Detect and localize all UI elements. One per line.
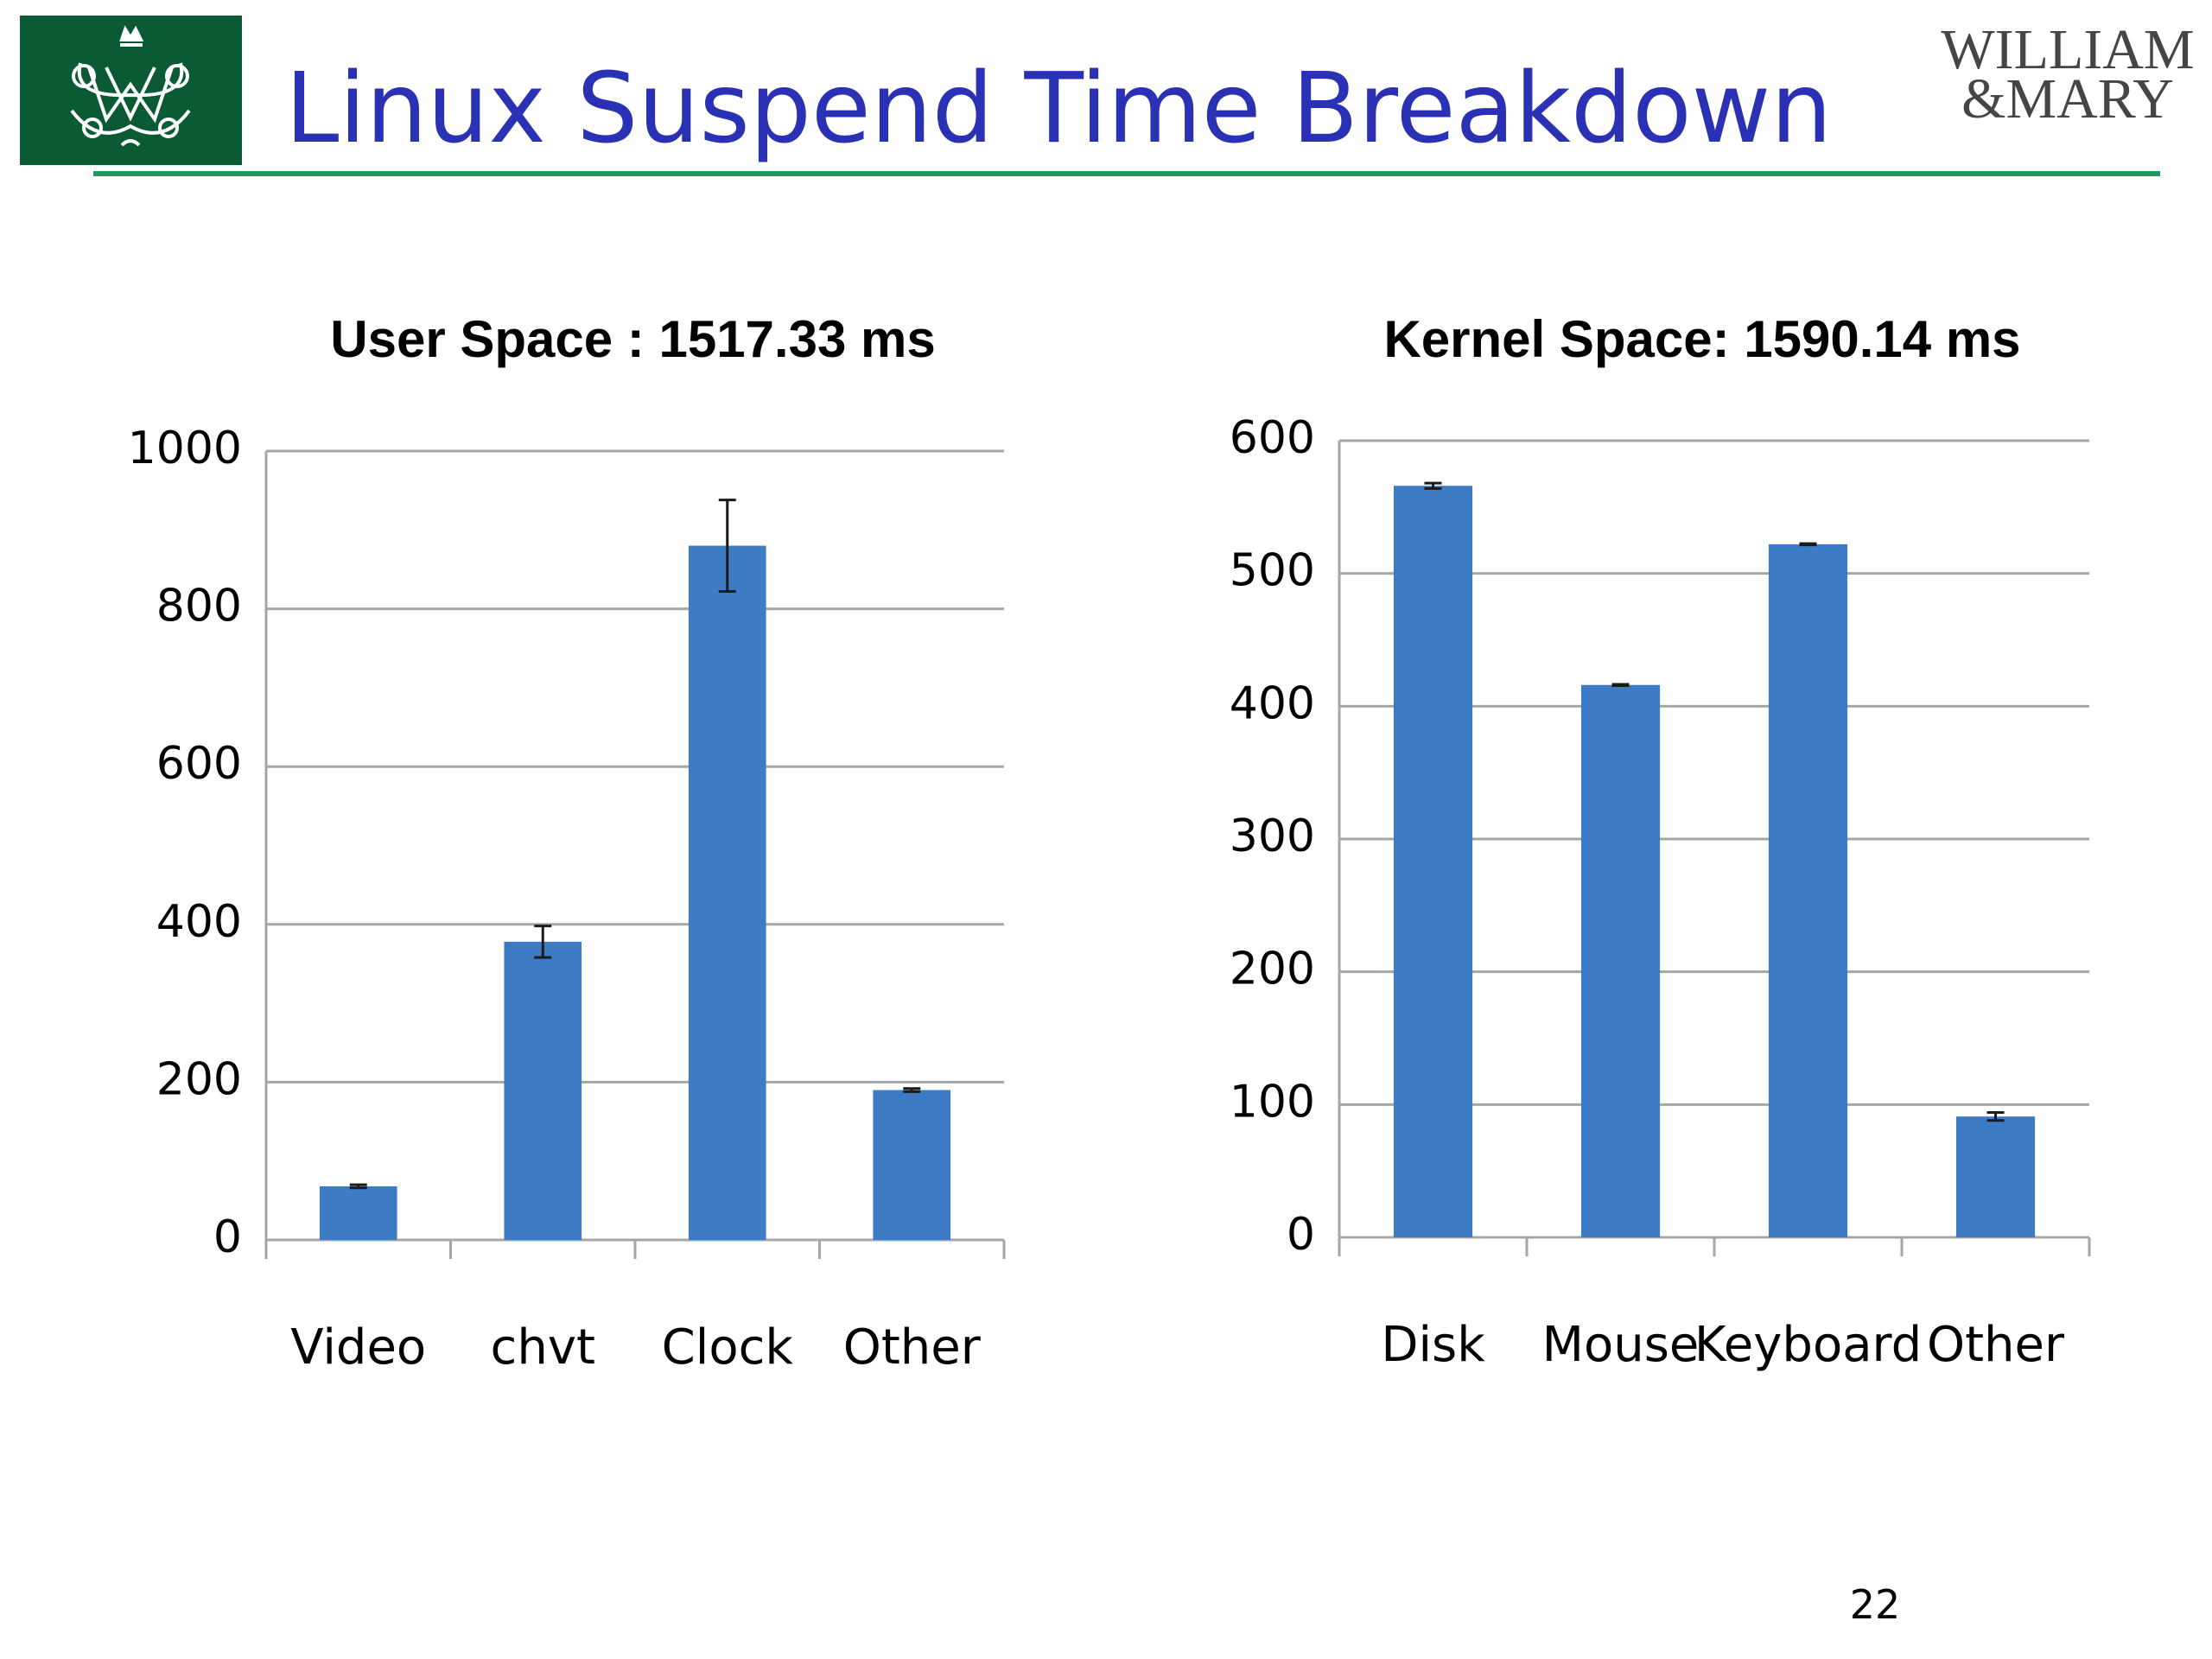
kernel-chart-y-tick-label: 200	[1230, 944, 1315, 995]
user-chart-category-label: Video	[290, 1319, 426, 1376]
william-mary-logo	[20, 16, 242, 165]
kernel-space-chart-title: Kernel Space: 1590.14 ms	[1383, 310, 2021, 368]
user-chart-category-label: chvt	[491, 1319, 595, 1376]
user-chart-y-tick-label: 800	[156, 581, 242, 632]
kernel-chart-category-label: Disk	[1381, 1317, 1485, 1373]
wordmark-line-1: WILLIAM	[1941, 18, 2195, 81]
user-chart-bar	[688, 545, 766, 1240]
user-chart-y-tick-label: 0	[213, 1211, 242, 1263]
page-number: 22	[1849, 1581, 1901, 1628]
william-mary-cypher-crown-icon	[70, 25, 191, 147]
slide-title: Linux Suspend Time Breakdown	[285, 53, 1833, 165]
kernel-chart-y-tick-label: 500	[1230, 545, 1315, 597]
user-chart-y-tick-label: 600	[156, 738, 242, 790]
kernel-chart-category-label: Mouse	[1542, 1317, 1700, 1373]
kernel-chart-bar	[1393, 486, 1473, 1237]
user-chart-y-tick-label: 400	[156, 896, 242, 948]
wordmark-line-2: &MARY	[1961, 67, 2174, 130]
user-chart-bar	[504, 941, 582, 1240]
kernel-chart-category-label: Other	[1927, 1317, 2065, 1373]
user-chart-y-tick-label: 1000	[128, 423, 242, 474]
kernel-chart-category-label: Keyboard	[1694, 1317, 1922, 1373]
user-space-chart-title: User Space : 1517.33 ms	[330, 310, 936, 368]
user-chart-bar	[319, 1185, 397, 1240]
university-wordmark: WILLIAM &MARY	[1925, 18, 2210, 130]
kernel-chart-bar	[1580, 684, 1661, 1237]
user-chart-bar	[873, 1090, 951, 1240]
user-chart-category-label: Other	[843, 1319, 982, 1376]
title-divider	[93, 171, 2160, 176]
kernel-chart-y-tick-label: 600	[1230, 412, 1315, 464]
kernel-chart-y-tick-label: 400	[1230, 677, 1315, 729]
user-chart-category-label: Clock	[662, 1319, 794, 1376]
user-space-bar-chart: 0 200 400 600 800 1000 Video chvt Clock Other	[128, 423, 1006, 1376]
kernel-chart-y-tick-label: 100	[1230, 1076, 1315, 1128]
kernel-chart-bar	[1768, 543, 1848, 1237]
kernel-chart-bar	[1955, 1116, 2036, 1237]
kernel-chart-y-tick-label: 300	[1230, 810, 1315, 862]
kernel-chart-y-tick-label: 0	[1287, 1209, 1315, 1261]
user-chart-y-tick-label: 200	[156, 1053, 242, 1105]
